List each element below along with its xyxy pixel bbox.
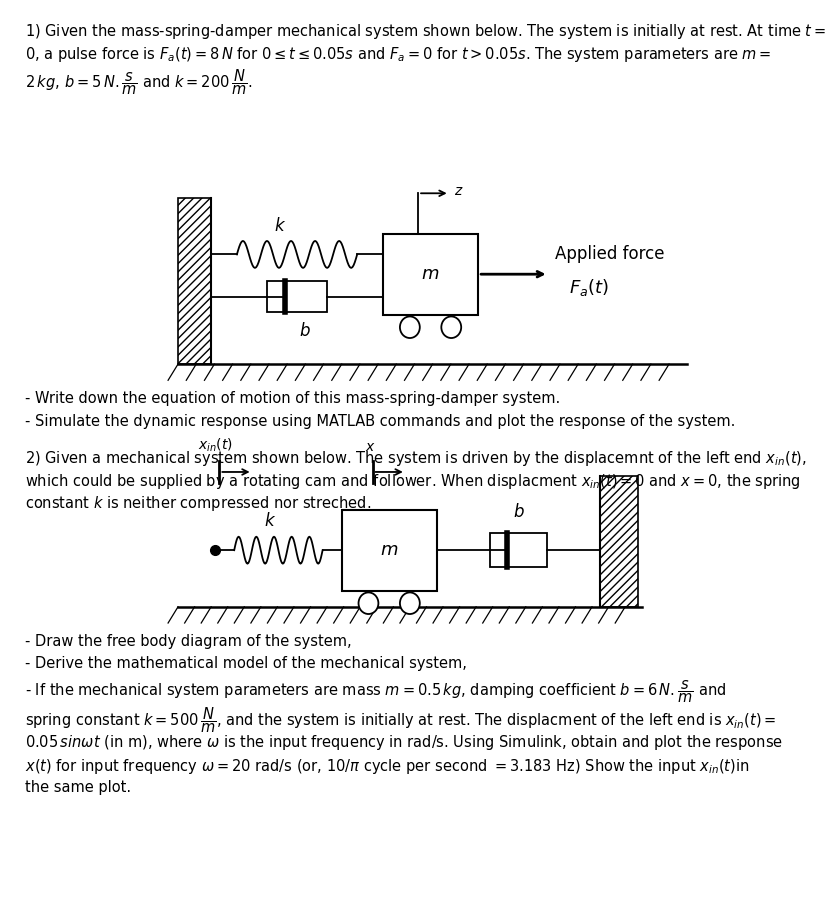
- Circle shape: [399, 316, 419, 338]
- Bar: [341, 510, 437, 591]
- Text: $b$: $b$: [512, 503, 523, 521]
- Text: $k$: $k$: [274, 217, 286, 235]
- Bar: [600, 476, 637, 607]
- Text: $z$: $z$: [453, 183, 463, 198]
- Text: - Simulate the dynamic response using MATLAB commands and plot the response of t: - Simulate the dynamic response using MA…: [25, 414, 734, 429]
- Bar: [178, 198, 211, 364]
- Circle shape: [399, 592, 419, 614]
- Text: spring constant $k = 500\,\dfrac{N}{m}$, and the system is initially at rest. Th: spring constant $k = 500\,\dfrac{N}{m}$,…: [25, 706, 775, 735]
- Text: $x$: $x$: [365, 440, 375, 453]
- Text: which could be supplied by a rotating cam and follower. When displacment $x_{in}: which could be supplied by a rotating ca…: [25, 472, 800, 491]
- Text: the same plot.: the same plot.: [25, 780, 131, 795]
- Text: 1) Given the mass-spring-damper mechanical system shown below. The system is ini: 1) Given the mass-spring-damper mechanic…: [25, 22, 825, 41]
- Text: $x_{in}(t)$: $x_{in}(t)$: [198, 436, 232, 453]
- Text: $b$: $b$: [299, 322, 311, 340]
- Text: - Write down the equation of motion of this mass-spring-damper system.: - Write down the equation of motion of t…: [25, 391, 559, 406]
- Bar: [266, 280, 327, 313]
- Text: 2) Given a mechanical system shown below. The system is driven by the displacemn: 2) Given a mechanical system shown below…: [25, 450, 805, 468]
- Circle shape: [358, 592, 378, 614]
- Text: Applied force: Applied force: [554, 245, 664, 263]
- Bar: [382, 234, 478, 315]
- Text: - If the mechanical system parameters are mass $m = 0.5\,kg$, damping coefficien: - If the mechanical system parameters ar…: [25, 679, 725, 706]
- Text: $k$: $k$: [264, 512, 276, 530]
- Text: m: m: [421, 265, 439, 283]
- Text: 0, a pulse force is $F_a(t) = 8\,N$ for $0 \leq t \leq 0.05s$ and $F_a = 0$ for : 0, a pulse force is $F_a(t) = 8\,N$ for …: [25, 45, 771, 64]
- Text: $F_a(t)$: $F_a(t)$: [569, 277, 609, 298]
- Text: m: m: [380, 541, 398, 559]
- Text: - Draw the free body diagram of the system,: - Draw the free body diagram of the syst…: [25, 634, 351, 649]
- Text: $0.05\,sin\omega t$ (in m), where $\omega$ is the input frequency in rad/s. Usin: $0.05\,sin\omega t$ (in m), where $\omeg…: [25, 733, 782, 752]
- Text: - Derive the mathematical model of the mechanical system,: - Derive the mathematical model of the m…: [25, 656, 466, 672]
- Text: $2\,kg,\, b = 5\,N.\dfrac{s}{m}$ and $k = 200\,\dfrac{N}{m}$.: $2\,kg,\, b = 5\,N.\dfrac{s}{m}$ and $k …: [25, 67, 252, 97]
- Text: constant $k$ is neither compressed nor streched.: constant $k$ is neither compressed nor s…: [25, 494, 370, 513]
- Bar: [490, 533, 547, 567]
- Circle shape: [441, 316, 461, 338]
- Text: $x(t)$ for input frequency $\omega = 20$ rad/s (or, $10/\pi$ cycle per second $=: $x(t)$ for input frequency $\omega = 20$…: [25, 757, 748, 777]
